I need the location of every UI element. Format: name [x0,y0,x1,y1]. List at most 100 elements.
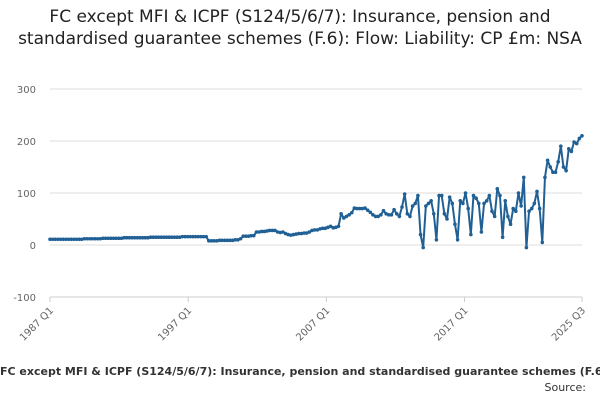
data-point [506,214,510,219]
data-point [204,234,208,239]
data-point [82,236,87,241]
series-layer [48,134,584,250]
data-point [418,232,423,237]
data-point [466,206,470,211]
data-point [463,191,468,195]
x-axis-ticks: 1987 Q1 1997 Q1 2007 Q1 2017 Q1 2025 Q3 [18,296,588,343]
data-point [249,233,253,238]
data-point [188,234,193,239]
data-point [437,193,441,198]
data-point [577,136,582,141]
data-point [61,237,66,242]
data-point [413,201,418,206]
data-point [450,201,455,206]
data-point [556,160,560,164]
data-point [439,193,444,198]
data-point [127,235,132,240]
data-point [339,212,343,216]
data-point [442,212,447,216]
data-point [220,238,224,243]
data-point [201,234,206,239]
data-point [508,222,513,226]
data-point [535,189,539,194]
data-point [77,237,81,242]
data-point [85,236,89,241]
data-point [580,134,584,138]
data-point [151,235,156,239]
data-point [106,236,111,241]
data-point [389,213,394,217]
data-point [394,212,399,216]
data-point [180,234,185,239]
data-point [270,228,275,233]
legend-label: FC except MFI & ICPF (S124/5/6/7): Insur… [0,365,600,378]
data-point [254,230,259,234]
data-point [447,195,452,199]
data-point [392,207,396,212]
y-tick-label: -100 [13,293,36,304]
data-point [424,204,428,208]
data-point [336,224,341,229]
data-point [130,235,134,240]
data-point [109,236,113,241]
data-point [492,214,497,219]
data-point [498,193,502,198]
data-point [347,213,351,217]
data-point [156,235,161,239]
data-point [514,209,518,213]
data-point [154,235,158,239]
x-tick-label: 2017 Q1 [433,305,471,343]
data-point [543,175,547,180]
data-point [175,235,179,239]
data-point [386,213,391,217]
data-point [569,149,574,154]
data-point [572,140,576,144]
data-point [408,214,412,219]
x-tick-label: 2007 Q1 [294,305,332,343]
data-point [191,234,195,239]
data-point [225,238,230,243]
y-tick-label: 200 [17,137,36,148]
data-point [405,212,410,216]
data-point [490,209,494,213]
data-point [474,196,478,200]
data-point [434,238,439,242]
y-axis-ticks: -100 0 100 200 300 [13,85,36,304]
data-point [72,237,76,242]
data-point [431,212,436,216]
data-point [172,235,177,239]
data-point [495,187,500,191]
x-tick-label: 1987 Q1 [18,305,56,343]
data-point [479,230,484,234]
data-point [244,234,248,238]
x-tick-label: 2025 Q3 [550,305,588,343]
data-point [50,237,55,242]
data-point [511,206,515,211]
data-point [48,237,52,242]
data-point [426,201,431,206]
data-point [212,239,216,243]
data-point [162,235,166,239]
data-point [87,236,92,241]
data-point [421,245,425,250]
data-point [74,237,79,242]
data-point [471,193,476,198]
data-point [357,206,362,211]
data-point [259,229,264,234]
data-point [138,235,142,240]
chart-title: FC except MFI & ICPF (S124/5/6/7): Insur… [18,7,582,49]
data-point [90,236,95,241]
data-point [545,158,550,163]
data-point [302,231,306,235]
data-point [185,234,190,239]
data-point [169,235,174,239]
data-point [64,237,68,242]
y-tick-label: 100 [17,189,36,200]
data-point [101,236,105,241]
data-point [524,245,529,250]
data-point [400,205,404,209]
data-point [122,235,126,240]
data-point [217,238,222,243]
data-point [416,193,420,198]
